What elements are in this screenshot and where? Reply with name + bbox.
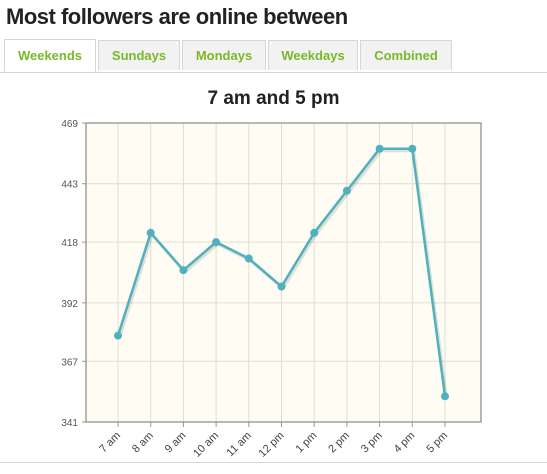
x-tick-label: 8 am: [130, 430, 156, 456]
plot-border: [85, 122, 482, 423]
data-point: [114, 331, 122, 340]
bottom-divider: [0, 462, 547, 463]
data-point: [146, 228, 155, 237]
x-tick-label: 3 pm: [359, 430, 385, 456]
y-tick-label: 418: [61, 238, 78, 249]
x-tick-label: 11 am: [224, 430, 254, 460]
y-tick-label: 392: [61, 299, 78, 310]
data-point: [179, 266, 188, 275]
y-tick-label: 443: [61, 180, 78, 191]
tab-bar: Weekends Sundays Mondays Weekdays Combin…: [0, 38, 547, 73]
page-title: Most followers are online between: [6, 4, 348, 29]
x-tick-label: 1 pm: [294, 430, 320, 456]
tab-weekends[interactable]: Weekends: [4, 39, 96, 72]
chart-title: 7 am and 5 pm: [207, 88, 340, 109]
x-tick-label: 4 pm: [392, 430, 418, 456]
data-point: [408, 144, 417, 153]
data-point: [277, 282, 286, 291]
y-tick-label: 469: [61, 119, 78, 130]
x-tick-label: 2 pm: [326, 430, 352, 456]
data-point: [441, 392, 449, 401]
x-tick-label: 10 am: [191, 430, 221, 460]
tab-weekdays[interactable]: Weekdays: [268, 40, 358, 70]
x-tick-label: 12 pm: [257, 430, 287, 460]
data-point: [342, 186, 351, 195]
data-point: [375, 144, 384, 153]
x-tick-label: 5 pm: [424, 430, 450, 456]
y-tick-label: 367: [61, 357, 78, 368]
data-point: [310, 228, 319, 237]
data-point: [244, 254, 253, 263]
data-point: [212, 238, 221, 247]
tab-mondays[interactable]: Mondays: [182, 40, 266, 70]
tab-sundays[interactable]: Sundays: [98, 40, 180, 70]
tab-combined[interactable]: Combined: [360, 40, 452, 70]
x-tick-label: 7 am: [97, 430, 123, 456]
plot-area: [86, 123, 481, 422]
y-tick-label: 341: [61, 418, 78, 429]
x-tick-label: 9 am: [163, 430, 189, 456]
